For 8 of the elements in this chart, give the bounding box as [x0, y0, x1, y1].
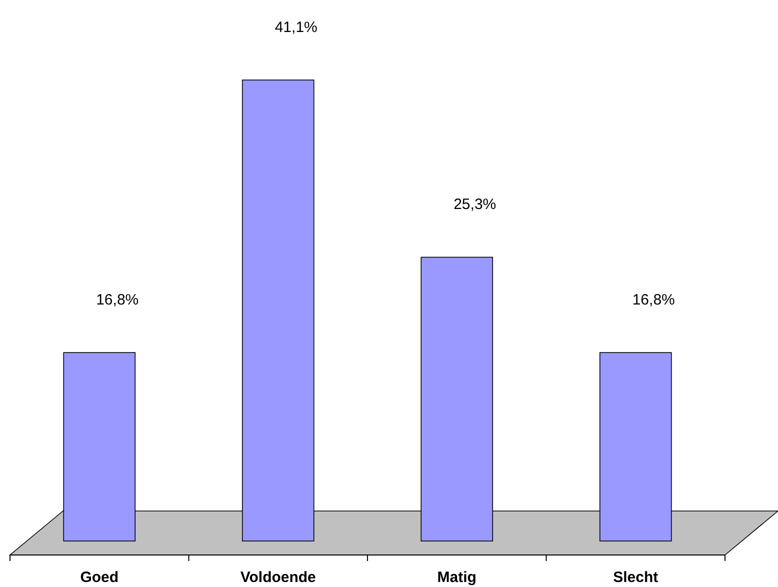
data-label: 25,3%: [454, 196, 496, 214]
x-tick-label: Slecht: [613, 569, 658, 586]
x-tick-label: Goed: [80, 569, 119, 586]
x-tick-label: Matig: [437, 569, 476, 586]
x-tick-label: Voldoende: [240, 569, 316, 586]
data-label: 16,8%: [632, 292, 675, 309]
data-label: 41,1%: [274, 19, 318, 36]
data-label: 16,8%: [96, 292, 139, 309]
